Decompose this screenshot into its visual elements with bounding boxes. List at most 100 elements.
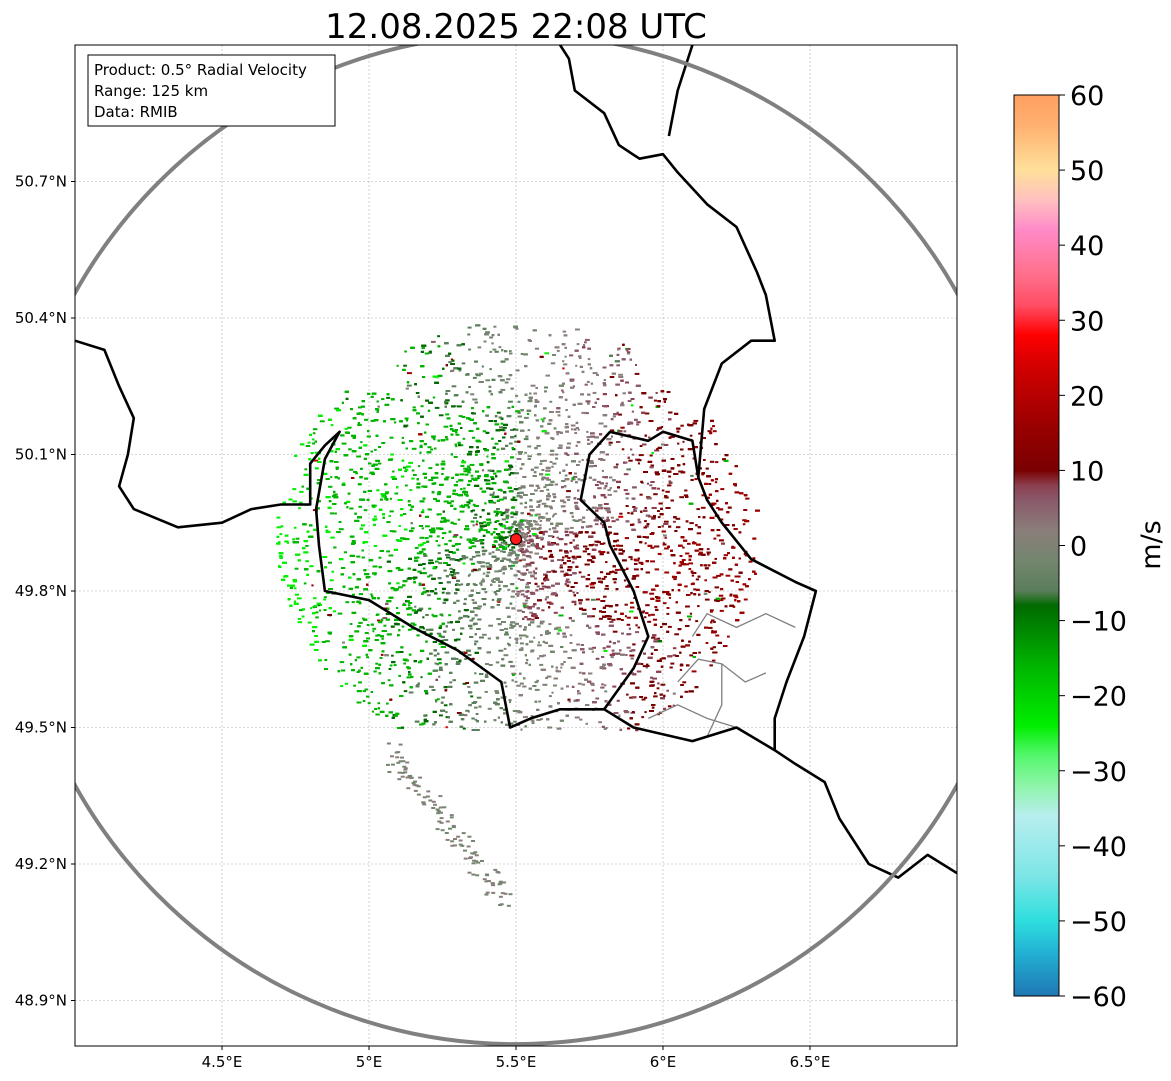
velocity-echo-cell xyxy=(429,574,433,577)
velocity-echo-cell xyxy=(436,597,441,600)
velocity-echo-cell xyxy=(604,587,610,590)
velocity-echo-cell xyxy=(607,489,611,492)
velocity-echo-cell xyxy=(426,594,431,597)
velocity-echo-cell xyxy=(657,487,660,490)
velocity-echo-cell xyxy=(644,542,647,545)
velocity-echo-cell xyxy=(619,544,624,547)
velocity-echo-cell xyxy=(705,467,709,470)
velocity-echo-cell xyxy=(469,463,475,466)
velocity-echo-cell xyxy=(654,606,658,608)
velocity-echo-cell xyxy=(642,610,645,613)
velocity-echo-cell xyxy=(351,601,355,604)
velocity-echo-cell xyxy=(323,596,327,599)
velocity-echo-cell xyxy=(618,413,622,416)
velocity-echo-cell xyxy=(356,671,360,673)
velocity-echo-cell xyxy=(630,448,633,451)
velocity-echo-cell xyxy=(689,434,693,437)
velocity-echo-cell xyxy=(315,611,319,614)
velocity-echo-cell xyxy=(427,446,432,449)
velocity-echo-cell xyxy=(509,350,512,353)
velocity-echo-cell xyxy=(416,634,420,637)
velocity-echo-cell xyxy=(430,527,436,530)
velocity-echo-cell xyxy=(386,550,390,553)
velocity-echo-cell xyxy=(495,578,500,581)
velocity-echo-cell xyxy=(400,537,405,540)
velocity-echo-cell xyxy=(704,579,707,582)
velocity-echo-cell xyxy=(500,541,504,544)
velocity-echo-cell xyxy=(549,553,553,556)
velocity-echo-cell xyxy=(388,668,392,670)
velocity-echo-cell xyxy=(594,484,599,486)
velocity-echo-cell xyxy=(499,544,504,547)
velocity-echo-cell xyxy=(502,426,507,429)
velocity-echo-cell xyxy=(561,559,564,562)
velocity-echo-cell xyxy=(592,391,597,394)
velocity-echo-cell xyxy=(603,379,606,381)
velocity-echo-cell xyxy=(639,493,643,496)
velocity-echo-cell xyxy=(334,407,340,410)
velocity-echo-cell xyxy=(435,376,440,379)
velocity-echo-cell xyxy=(548,623,552,626)
velocity-echo-cell xyxy=(652,677,657,680)
velocity-echo-cell xyxy=(294,587,297,590)
velocity-echo-cell xyxy=(556,626,561,629)
velocity-echo-cell xyxy=(296,597,302,600)
velocity-echo-cell xyxy=(705,642,709,644)
velocity-echo-cell xyxy=(665,490,670,493)
velocity-echo-cell xyxy=(636,423,640,426)
velocity-echo-cell xyxy=(695,578,699,581)
velocity-echo-cell xyxy=(598,721,602,724)
velocity-echo-cell xyxy=(675,517,681,520)
velocity-echo-cell xyxy=(419,446,423,449)
velocity-echo-cell xyxy=(443,704,448,707)
velocity-echo-cell xyxy=(650,546,655,549)
velocity-echo-cell xyxy=(358,681,363,684)
velocity-echo-cell xyxy=(402,602,406,605)
velocity-echo-cell xyxy=(698,651,701,654)
velocity-echo-cell xyxy=(649,484,653,487)
velocity-echo-cell xyxy=(431,613,434,616)
velocity-echo-cell xyxy=(456,480,459,483)
velocity-echo-cell xyxy=(516,556,519,559)
velocity-echo-cell xyxy=(627,351,631,354)
velocity-echo-cell xyxy=(505,543,511,546)
velocity-echo-cell xyxy=(443,500,449,503)
velocity-echo-cell xyxy=(712,430,717,433)
velocity-echo-cell xyxy=(688,618,691,621)
velocity-echo-cell xyxy=(662,543,667,546)
velocity-echo-cell xyxy=(431,436,436,439)
velocity-echo-cell xyxy=(572,519,576,522)
velocity-echo-cell xyxy=(436,698,440,701)
velocity-echo-cell xyxy=(441,460,446,463)
velocity-echo-cell xyxy=(428,479,434,482)
velocity-echo-cell xyxy=(408,602,413,604)
velocity-echo-cell xyxy=(289,587,294,589)
velocity-echo-cell xyxy=(709,664,713,667)
velocity-echo-cell xyxy=(425,525,430,528)
velocity-echo-cell xyxy=(592,607,596,610)
velocity-echo-cell xyxy=(600,600,606,602)
velocity-echo-cell xyxy=(632,643,636,646)
velocity-echo-cell xyxy=(653,638,659,641)
velocity-echo-cell xyxy=(332,610,336,613)
velocity-echo-cell xyxy=(657,510,660,512)
velocity-echo-cell xyxy=(547,541,551,544)
velocity-echo-cell xyxy=(560,646,564,648)
velocity-echo-cell xyxy=(411,477,415,480)
velocity-echo-cell xyxy=(709,609,714,612)
velocity-echo-cell xyxy=(672,520,676,523)
velocity-echo-cell xyxy=(456,712,462,714)
velocity-echo-cell xyxy=(344,682,349,685)
velocity-echo-cell xyxy=(349,468,354,471)
velocity-echo-cell xyxy=(682,681,687,684)
velocity-echo-cell xyxy=(575,328,580,331)
velocity-echo-cell xyxy=(631,453,635,456)
velocity-echo-cell xyxy=(471,539,477,542)
velocity-echo-cell xyxy=(386,702,389,705)
velocity-echo-cell xyxy=(534,552,540,555)
velocity-echo-cell xyxy=(561,480,566,482)
velocity-echo-cell xyxy=(388,515,391,518)
velocity-echo-cell xyxy=(453,522,457,525)
velocity-echo-cell xyxy=(534,466,539,469)
velocity-echo-cell xyxy=(569,354,574,357)
